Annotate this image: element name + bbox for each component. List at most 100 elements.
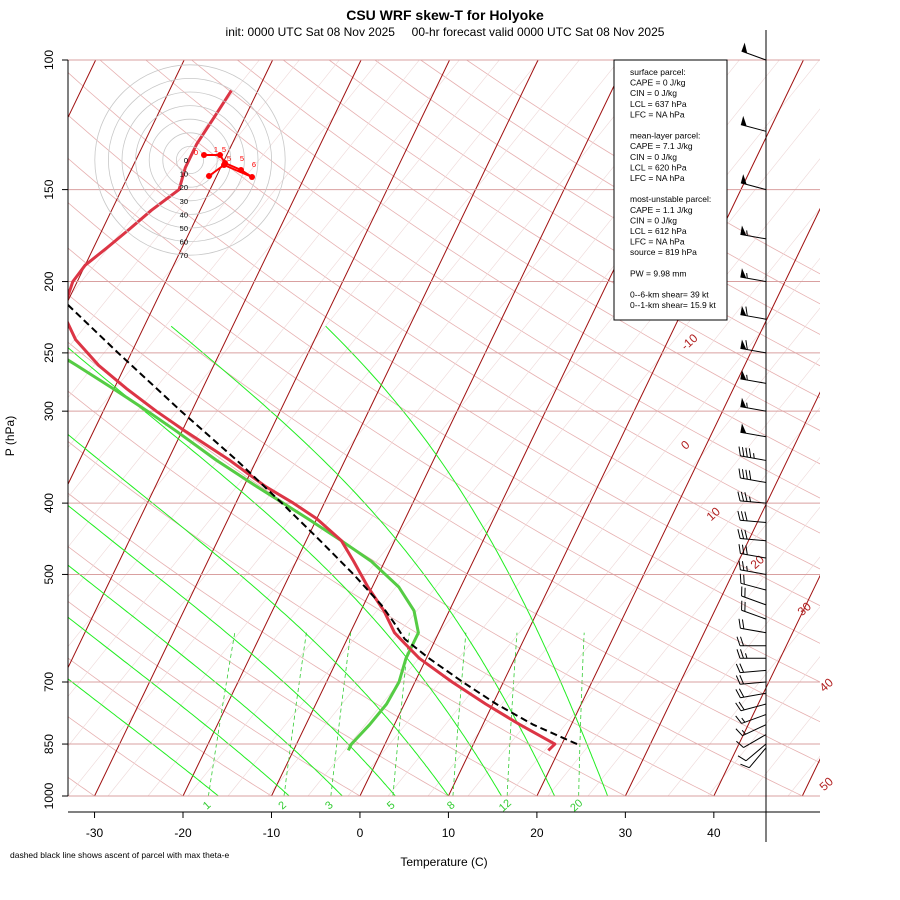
wind-barb-flag <box>737 755 747 762</box>
x-tick-label: -20 <box>174 826 192 840</box>
wind-barb <box>740 268 767 283</box>
wind-barb-flag <box>735 728 743 737</box>
wind-barb-flag <box>745 545 748 555</box>
parcel-ascent-line <box>68 303 578 746</box>
hodograph-point-label: 5 <box>222 145 226 154</box>
hodograph-ring <box>121 91 259 229</box>
y-tick-label: 1000 <box>42 782 56 809</box>
wind-barb-staff <box>740 500 767 504</box>
wind-barb-staff <box>748 747 767 769</box>
grid-diagonal <box>587 506 820 797</box>
wind-barb-flag <box>738 688 745 698</box>
sounding-profiles <box>68 89 578 752</box>
mixing-ratio-line <box>506 632 518 797</box>
wind-barb-flag <box>740 763 750 769</box>
grid-diagonal <box>68 60 300 349</box>
y-axis-title: P (hPa) <box>3 416 17 456</box>
wind-barbs <box>735 42 767 769</box>
wind-barb-flag <box>738 701 745 711</box>
wind-barb <box>741 600 767 620</box>
grid-diagonal <box>68 60 420 498</box>
hodograph-point <box>249 174 255 180</box>
wind-barb-half-flag <box>746 273 748 279</box>
hodograph-ring-label: 10 <box>180 170 188 179</box>
mixing-ratio-line <box>392 632 410 797</box>
wind-barb-staff <box>740 538 767 542</box>
dry-adiabat <box>68 202 820 683</box>
chart-title: CSU WRF skew-T for Holyoke <box>346 7 544 23</box>
parameter-line: PW = 9.98 mm <box>630 268 686 278</box>
wind-barb-half-flag <box>746 230 748 236</box>
wind-barb-pennant <box>740 115 747 127</box>
isotherm-label: 0 <box>678 437 693 452</box>
parameter-line: mean-layer parcel: <box>630 131 700 141</box>
grid-diagonal <box>868 0 900 796</box>
y-tick-label: 850 <box>42 734 56 754</box>
dry-adiabat <box>68 247 820 723</box>
wind-barb-pennant <box>740 369 747 380</box>
wind-barb-staff <box>740 455 767 461</box>
wind-barb-staff <box>740 378 767 384</box>
wind-barb-staff <box>745 743 767 762</box>
y-tick-label: 400 <box>42 493 56 513</box>
parameter-line: 0--1-km shear= 15.9 kt <box>630 300 716 310</box>
wind-barb-staff <box>740 182 767 191</box>
isotherm-label: 30 <box>795 599 815 619</box>
wind-barb-flag <box>737 491 741 501</box>
x-tick-label: 40 <box>707 826 721 840</box>
wind-barb <box>735 663 767 674</box>
hodograph-ring-label: 0 <box>184 156 188 165</box>
wind-barb-half-flag <box>745 653 748 659</box>
wind-barb <box>740 397 767 412</box>
wind-barb-flag <box>736 649 741 659</box>
hodograph-ring <box>175 145 204 174</box>
wind-barb <box>740 305 767 320</box>
mixing-ratio-label: 5 <box>385 799 398 812</box>
parameter-line: source = 819 hPa <box>630 247 697 257</box>
wind-barb-pennant <box>740 305 747 316</box>
wind-barb <box>738 446 767 461</box>
wind-barb <box>736 734 767 748</box>
dry-adiabat <box>68 546 449 797</box>
grid-diagonal <box>347 208 820 797</box>
dry-adiabat <box>68 157 820 644</box>
wind-barb <box>740 174 767 191</box>
mixing-ratio-label: 8 <box>445 799 458 812</box>
isotherm-line <box>68 60 185 302</box>
wind-barb-staff <box>740 477 767 483</box>
wind-barb <box>735 688 767 699</box>
mixing-ratio-label: 2 <box>276 799 289 812</box>
mixing-ratio-line <box>208 632 236 797</box>
grid-diagonal <box>667 606 820 797</box>
grid-diagonal <box>227 60 820 797</box>
wind-barb-flag <box>744 492 748 502</box>
wind-barb-half-flag <box>746 374 748 381</box>
wind-barb <box>740 423 767 438</box>
wind-barb <box>735 714 767 724</box>
wind-barb <box>735 724 767 737</box>
wind-barb-flag <box>740 649 744 659</box>
grid-diagonal <box>68 60 620 747</box>
x-tick-label: 0 <box>357 826 364 840</box>
x-tick-label: -30 <box>86 826 104 840</box>
wind-barb-half-flag <box>746 402 748 408</box>
wind-barb-staff <box>740 627 767 634</box>
parameter-line: CAPE = 7.1 J/kg <box>630 141 693 151</box>
moist-adiabat <box>68 678 219 797</box>
wind-barb-half-flag <box>749 496 752 502</box>
wind-barb-pennant <box>740 174 747 185</box>
y-tick-label: 300 <box>42 401 56 421</box>
wind-barb-staff <box>740 669 767 674</box>
wind-barb <box>741 42 767 61</box>
hodograph-ring-label: 20 <box>180 183 188 192</box>
wind-barb-flag <box>745 340 748 350</box>
parameter-line: CAPE = 0 J/kg <box>630 78 686 88</box>
chart-subtitle: init: 0000 UTC Sat 08 Nov 2025 00-hr for… <box>226 25 665 39</box>
dry-adiabat <box>283 60 820 399</box>
wind-barb-pennant <box>740 339 747 350</box>
wind-barb-flag <box>743 574 745 585</box>
parameter-line: CIN = 0 J/kg <box>630 88 677 98</box>
hodograph-point <box>221 162 227 168</box>
hodograph-point <box>206 173 212 179</box>
wind-barb-flag <box>740 511 745 521</box>
